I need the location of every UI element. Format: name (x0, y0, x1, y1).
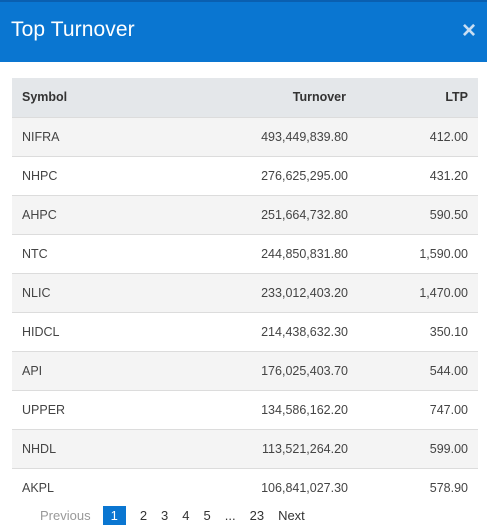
table-row[interactable]: NTC 244,850,831.80 1,590.00 (12, 233, 478, 273)
table-body: NIFRA 493,449,839.80 412.00 NHPC 276,625,295… (12, 116, 478, 507)
table-row[interactable]: NIFRA 493,449,839.80 412.00 (12, 116, 478, 156)
cell-symbol: NIFRA (12, 116, 152, 156)
table-row[interactable]: UPPER 134,586,162.20 747.00 (12, 389, 478, 429)
cell-ltp: 1,590.00 (358, 233, 478, 273)
cell-symbol: AHPC (12, 194, 152, 234)
cell-symbol: NHDL (12, 428, 152, 468)
column-header-ltp[interactable]: LTP (445, 90, 468, 105)
turnover-table-container: Symbol Turnover LTP NIFRA 493,449,839.80 4… (12, 78, 478, 507)
cell-turnover: 244,850,831.80 (152, 233, 358, 273)
cell-ltp: 431.20 (358, 155, 478, 195)
cell-ltp: 590.50 (358, 194, 478, 234)
cell-ltp: 350.10 (358, 311, 478, 351)
cell-symbol: NHPC (12, 155, 152, 195)
modal-header: Top Turnover × (0, 0, 487, 62)
cell-symbol: NLIC (12, 272, 152, 312)
cell-symbol: AKPL (12, 467, 152, 507)
cell-symbol: HIDCL (12, 311, 152, 351)
table-row[interactable]: NLIC 233,012,403.20 1,470.00 (12, 272, 478, 312)
cell-turnover: 134,586,162.20 (152, 389, 358, 429)
cell-turnover: 176,025,403.70 (152, 350, 358, 390)
modal-title: Top Turnover (11, 18, 135, 41)
cell-ltp: 1,470.00 (358, 272, 478, 312)
pagination: Previous 1 2 3 4 5... 23 Next (40, 506, 319, 528)
cell-symbol: API (12, 350, 152, 390)
table-row[interactable]: NHDL 113,521,264.20 599.00 (12, 428, 478, 468)
table-row[interactable]: AKPL 106,841,027.30 578.90 (12, 467, 478, 507)
cell-symbol: NTC (12, 233, 152, 273)
cell-ltp: 544.00 (358, 350, 478, 390)
table-row[interactable]: NHPC 276,625,295.00 431.20 (12, 155, 478, 195)
cell-turnover: 251,664,732.80 (152, 194, 358, 234)
cell-turnover: 493,449,839.80 (152, 116, 358, 156)
cell-turnover: 214,438,632.30 (152, 311, 358, 351)
cell-ltp: 747.00 (358, 389, 478, 429)
cell-turnover: 113,521,264.20 (152, 428, 358, 468)
cell-ltp: 599.00 (358, 428, 478, 468)
column-header-symbol[interactable]: Symbol (22, 90, 68, 105)
cell-symbol: UPPER (12, 389, 152, 429)
column-header-turnover[interactable]: Turnover (292, 90, 346, 105)
cell-turnover: 276,625,295.00 (152, 155, 358, 195)
table-row[interactable]: API 176,025,403.70 544.00 (12, 350, 478, 390)
table-row[interactable]: AHPC 251,664,732.80 590.50 (12, 194, 478, 234)
table-header-row: Symbol Turnover LTP (12, 78, 478, 117)
cell-ltp: 578.90 (358, 467, 478, 507)
close-icon[interactable]: × (461, 17, 476, 44)
cell-ltp: 412.00 (358, 116, 478, 156)
cell-turnover: 106,841,027.30 (152, 467, 358, 507)
table-row[interactable]: HIDCL 214,438,632.30 350.10 (12, 311, 478, 351)
cell-turnover: 233,012,403.20 (152, 272, 358, 312)
turnover-table: Symbol Turnover LTP NIFRA 493,449,839.80 4… (12, 78, 478, 507)
